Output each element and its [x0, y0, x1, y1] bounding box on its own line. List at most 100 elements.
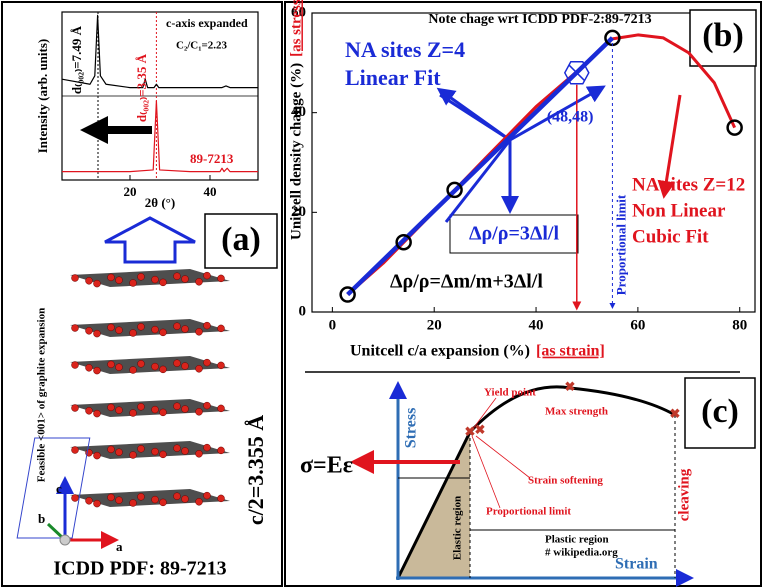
label: NA sites Z=4	[345, 37, 465, 62]
atom	[195, 365, 203, 373]
panel-b-box	[689, 9, 757, 67]
atom	[181, 362, 189, 370]
atom	[115, 496, 123, 504]
layer	[70, 269, 230, 287]
atom	[85, 327, 93, 335]
atom	[129, 499, 137, 507]
atom	[93, 279, 101, 288]
layer	[70, 489, 230, 507]
atom	[107, 273, 115, 282]
atom	[151, 275, 159, 284]
svg-text:✖: ✖	[475, 422, 486, 437]
atom	[181, 325, 189, 333]
label: c-axis expanded	[166, 16, 248, 30]
atom	[115, 276, 123, 284]
label: σ=Eε	[300, 453, 353, 479]
svg-text:✖: ✖	[465, 424, 476, 439]
label: d₍₀₀₂₎=7.49 Å	[69, 25, 84, 94]
atom	[93, 451, 101, 460]
atom	[107, 360, 115, 369]
atom	[181, 495, 189, 503]
label: Unitcell c/a expansion (%)	[350, 343, 530, 360]
atom	[107, 323, 115, 332]
label: Yield point	[484, 387, 536, 399]
label: a	[116, 539, 123, 554]
panel-bc-frame	[284, 1, 762, 587]
atom	[129, 366, 137, 374]
panel-a-frame	[1, 1, 283, 587]
label: Feasible <001> of graphite expansion	[36, 308, 48, 483]
label: Intensity (arb. units)	[35, 39, 50, 154]
atom	[173, 322, 181, 330]
label: 40	[291, 104, 306, 120]
label: cleaving	[676, 468, 692, 521]
atom	[217, 361, 225, 370]
stress-strain-curve	[396, 385, 676, 579]
atom	[71, 494, 79, 502]
pointer	[436, 87, 511, 142]
atom	[137, 493, 145, 501]
data-point	[726, 119, 743, 136]
label: 60	[630, 317, 645, 333]
label: (c)	[701, 393, 739, 430]
label: # wikipedia.org	[545, 547, 618, 559]
series-line	[61, 14, 258, 89]
label: 2θ (°)	[145, 195, 175, 210]
label: Non Linear	[632, 200, 726, 221]
atom	[159, 328, 167, 337]
panel-c-box	[684, 377, 756, 449]
origin	[59, 534, 71, 546]
atom	[173, 359, 181, 367]
atom	[71, 361, 79, 369]
atom	[85, 497, 93, 505]
atom	[217, 446, 225, 455]
atom	[107, 493, 115, 502]
atom	[93, 499, 101, 508]
label: Linear Fit	[345, 65, 441, 90]
series-line	[62, 100, 258, 173]
atom	[151, 362, 159, 371]
atom	[115, 326, 123, 334]
atom	[203, 401, 211, 410]
data-point	[339, 286, 356, 303]
atom	[71, 404, 79, 412]
atom	[159, 278, 167, 287]
atom	[129, 279, 137, 287]
atom	[137, 445, 145, 453]
marker-hexagon	[563, 61, 590, 85]
atom	[217, 404, 225, 413]
svg-text:✖: ✖	[670, 406, 681, 421]
atom	[159, 450, 167, 459]
label: 40	[529, 317, 544, 333]
label: [as strain]	[536, 343, 605, 360]
label: NA sites Z=12	[632, 174, 745, 195]
label: Proportional limit	[613, 194, 628, 295]
label: Note chage wrt ICDD PDF-2:89-7213	[428, 12, 651, 27]
label: 20	[291, 204, 306, 220]
atom	[195, 408, 203, 416]
label: 0	[299, 303, 307, 319]
atom	[195, 278, 203, 286]
label: Unitcell density change (%)	[288, 63, 304, 240]
atom	[71, 324, 79, 332]
label: 0	[329, 317, 337, 333]
atom	[85, 407, 93, 415]
label: (48,48)	[547, 108, 594, 125]
atom	[151, 405, 159, 414]
label: Strain	[615, 556, 658, 573]
atom	[159, 408, 167, 417]
layer	[70, 356, 230, 374]
label: 80	[732, 317, 747, 333]
label: Strain softening	[528, 475, 603, 487]
atom	[203, 358, 211, 367]
label: d₍₀₀₂₎=3.35 Å	[134, 53, 149, 122]
label: c	[56, 481, 62, 496]
atom	[115, 448, 123, 456]
atom	[173, 444, 181, 452]
atom	[137, 360, 145, 368]
atom	[93, 366, 101, 375]
atom	[85, 364, 93, 372]
atom	[159, 365, 167, 374]
atom	[203, 443, 211, 452]
atom	[115, 406, 123, 414]
